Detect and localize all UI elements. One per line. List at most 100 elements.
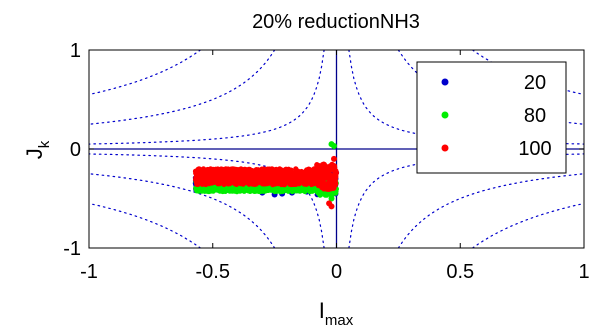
- point-100: [199, 172, 205, 178]
- point-80: [302, 186, 308, 192]
- contour-0-3: [89, 50, 325, 145]
- y-axis-label: Jk: [22, 140, 53, 159]
- x-tick-label: 1: [578, 261, 589, 283]
- point-100: [305, 178, 311, 184]
- point-100: [328, 167, 334, 173]
- legend-box: [416, 61, 567, 174]
- point-100: [311, 178, 317, 184]
- point-80: [323, 190, 330, 197]
- point-100: [225, 171, 231, 177]
- point-100: [247, 172, 253, 178]
- point-100: [293, 175, 299, 181]
- legend-marker-20: [441, 78, 449, 86]
- point-100: [321, 165, 328, 172]
- point-100: [318, 177, 324, 183]
- contour-2-1: [89, 202, 201, 248]
- point-80: [222, 186, 229, 193]
- x-axis-label-main: I: [319, 298, 325, 323]
- point-100: [265, 178, 271, 184]
- point-100: [252, 176, 258, 183]
- point-100: [228, 180, 234, 186]
- x-tick-label: -1: [80, 261, 98, 283]
- point-100: [273, 172, 279, 178]
- point-100: [233, 168, 239, 174]
- point-100: [269, 173, 275, 179]
- legend-marker-100: [441, 144, 449, 152]
- point-100: [256, 170, 262, 177]
- legend: 20 80 100: [416, 61, 567, 174]
- point-100: [270, 167, 276, 173]
- point-100: [238, 181, 244, 187]
- point-100: [215, 174, 221, 180]
- contour-2-2: [472, 202, 584, 248]
- point-100: [241, 171, 247, 177]
- point-100: [277, 176, 283, 183]
- x-tick-label: 0.5: [446, 261, 474, 283]
- contour-1-1: [89, 173, 276, 248]
- point-100: [251, 172, 257, 178]
- point-100: [307, 167, 313, 173]
- point-100: [328, 181, 334, 187]
- x-axis-label-sub: max: [325, 312, 354, 329]
- point-80: [264, 186, 270, 192]
- contour-1-3: [89, 50, 276, 125]
- point-80: [229, 187, 235, 193]
- point-100: [328, 172, 334, 178]
- point-100: [272, 180, 278, 186]
- point-100: [332, 170, 338, 176]
- point-100: [303, 170, 309, 176]
- x-tick-label: -0.5: [196, 261, 230, 283]
- point-100: [213, 166, 219, 172]
- point-100: [314, 162, 320, 168]
- legend-label-20: 20: [524, 72, 546, 94]
- point-100: [283, 172, 290, 178]
- point-100: [196, 166, 203, 172]
- point-80: [250, 186, 256, 192]
- svg-text:Jk: Jk: [22, 140, 53, 159]
- point-100: [261, 172, 267, 179]
- contour-1-2: [397, 173, 584, 248]
- point-100: [285, 168, 291, 174]
- point-100: [193, 175, 199, 181]
- y-axis-label-main: J: [22, 148, 47, 159]
- data-points: [192, 141, 340, 210]
- y-axis-label-sub: k: [36, 140, 53, 148]
- x-axis-ticks: -1 -0.5 0 0.5 1: [80, 50, 589, 283]
- point-100: [216, 179, 222, 185]
- point-100: [327, 185, 333, 192]
- point-100: [298, 175, 304, 182]
- point-100: [265, 167, 271, 173]
- point-100: [309, 172, 315, 178]
- legend-label-100: 100: [518, 138, 551, 160]
- point-100: [328, 203, 335, 210]
- legend-marker-80: [441, 111, 449, 119]
- point-80: [331, 143, 337, 149]
- point-80: [259, 187, 266, 194]
- point-100: [295, 168, 301, 174]
- point-100: [322, 182, 328, 188]
- point-100: [331, 155, 337, 162]
- point-100: [193, 180, 200, 186]
- series-100: [192, 155, 339, 210]
- chart-title: 20% reductionNH3: [252, 11, 420, 33]
- point-100: [207, 167, 213, 173]
- point-100: [282, 180, 288, 186]
- y-tick-label: 0: [70, 139, 81, 161]
- point-100: [207, 172, 214, 178]
- point-80: [328, 195, 335, 202]
- y-tick-label: -1: [63, 238, 81, 260]
- point-100: [230, 173, 236, 179]
- point-100: [221, 178, 227, 184]
- point-100: [298, 171, 304, 177]
- x-axis-label: Imax: [319, 298, 354, 329]
- point-100: [247, 177, 253, 183]
- point-80: [202, 188, 208, 194]
- point-100: [229, 168, 235, 174]
- point-80: [309, 188, 315, 194]
- point-80: [278, 188, 284, 194]
- point-100: [290, 181, 296, 187]
- point-100: [212, 178, 218, 184]
- point-100: [317, 172, 323, 178]
